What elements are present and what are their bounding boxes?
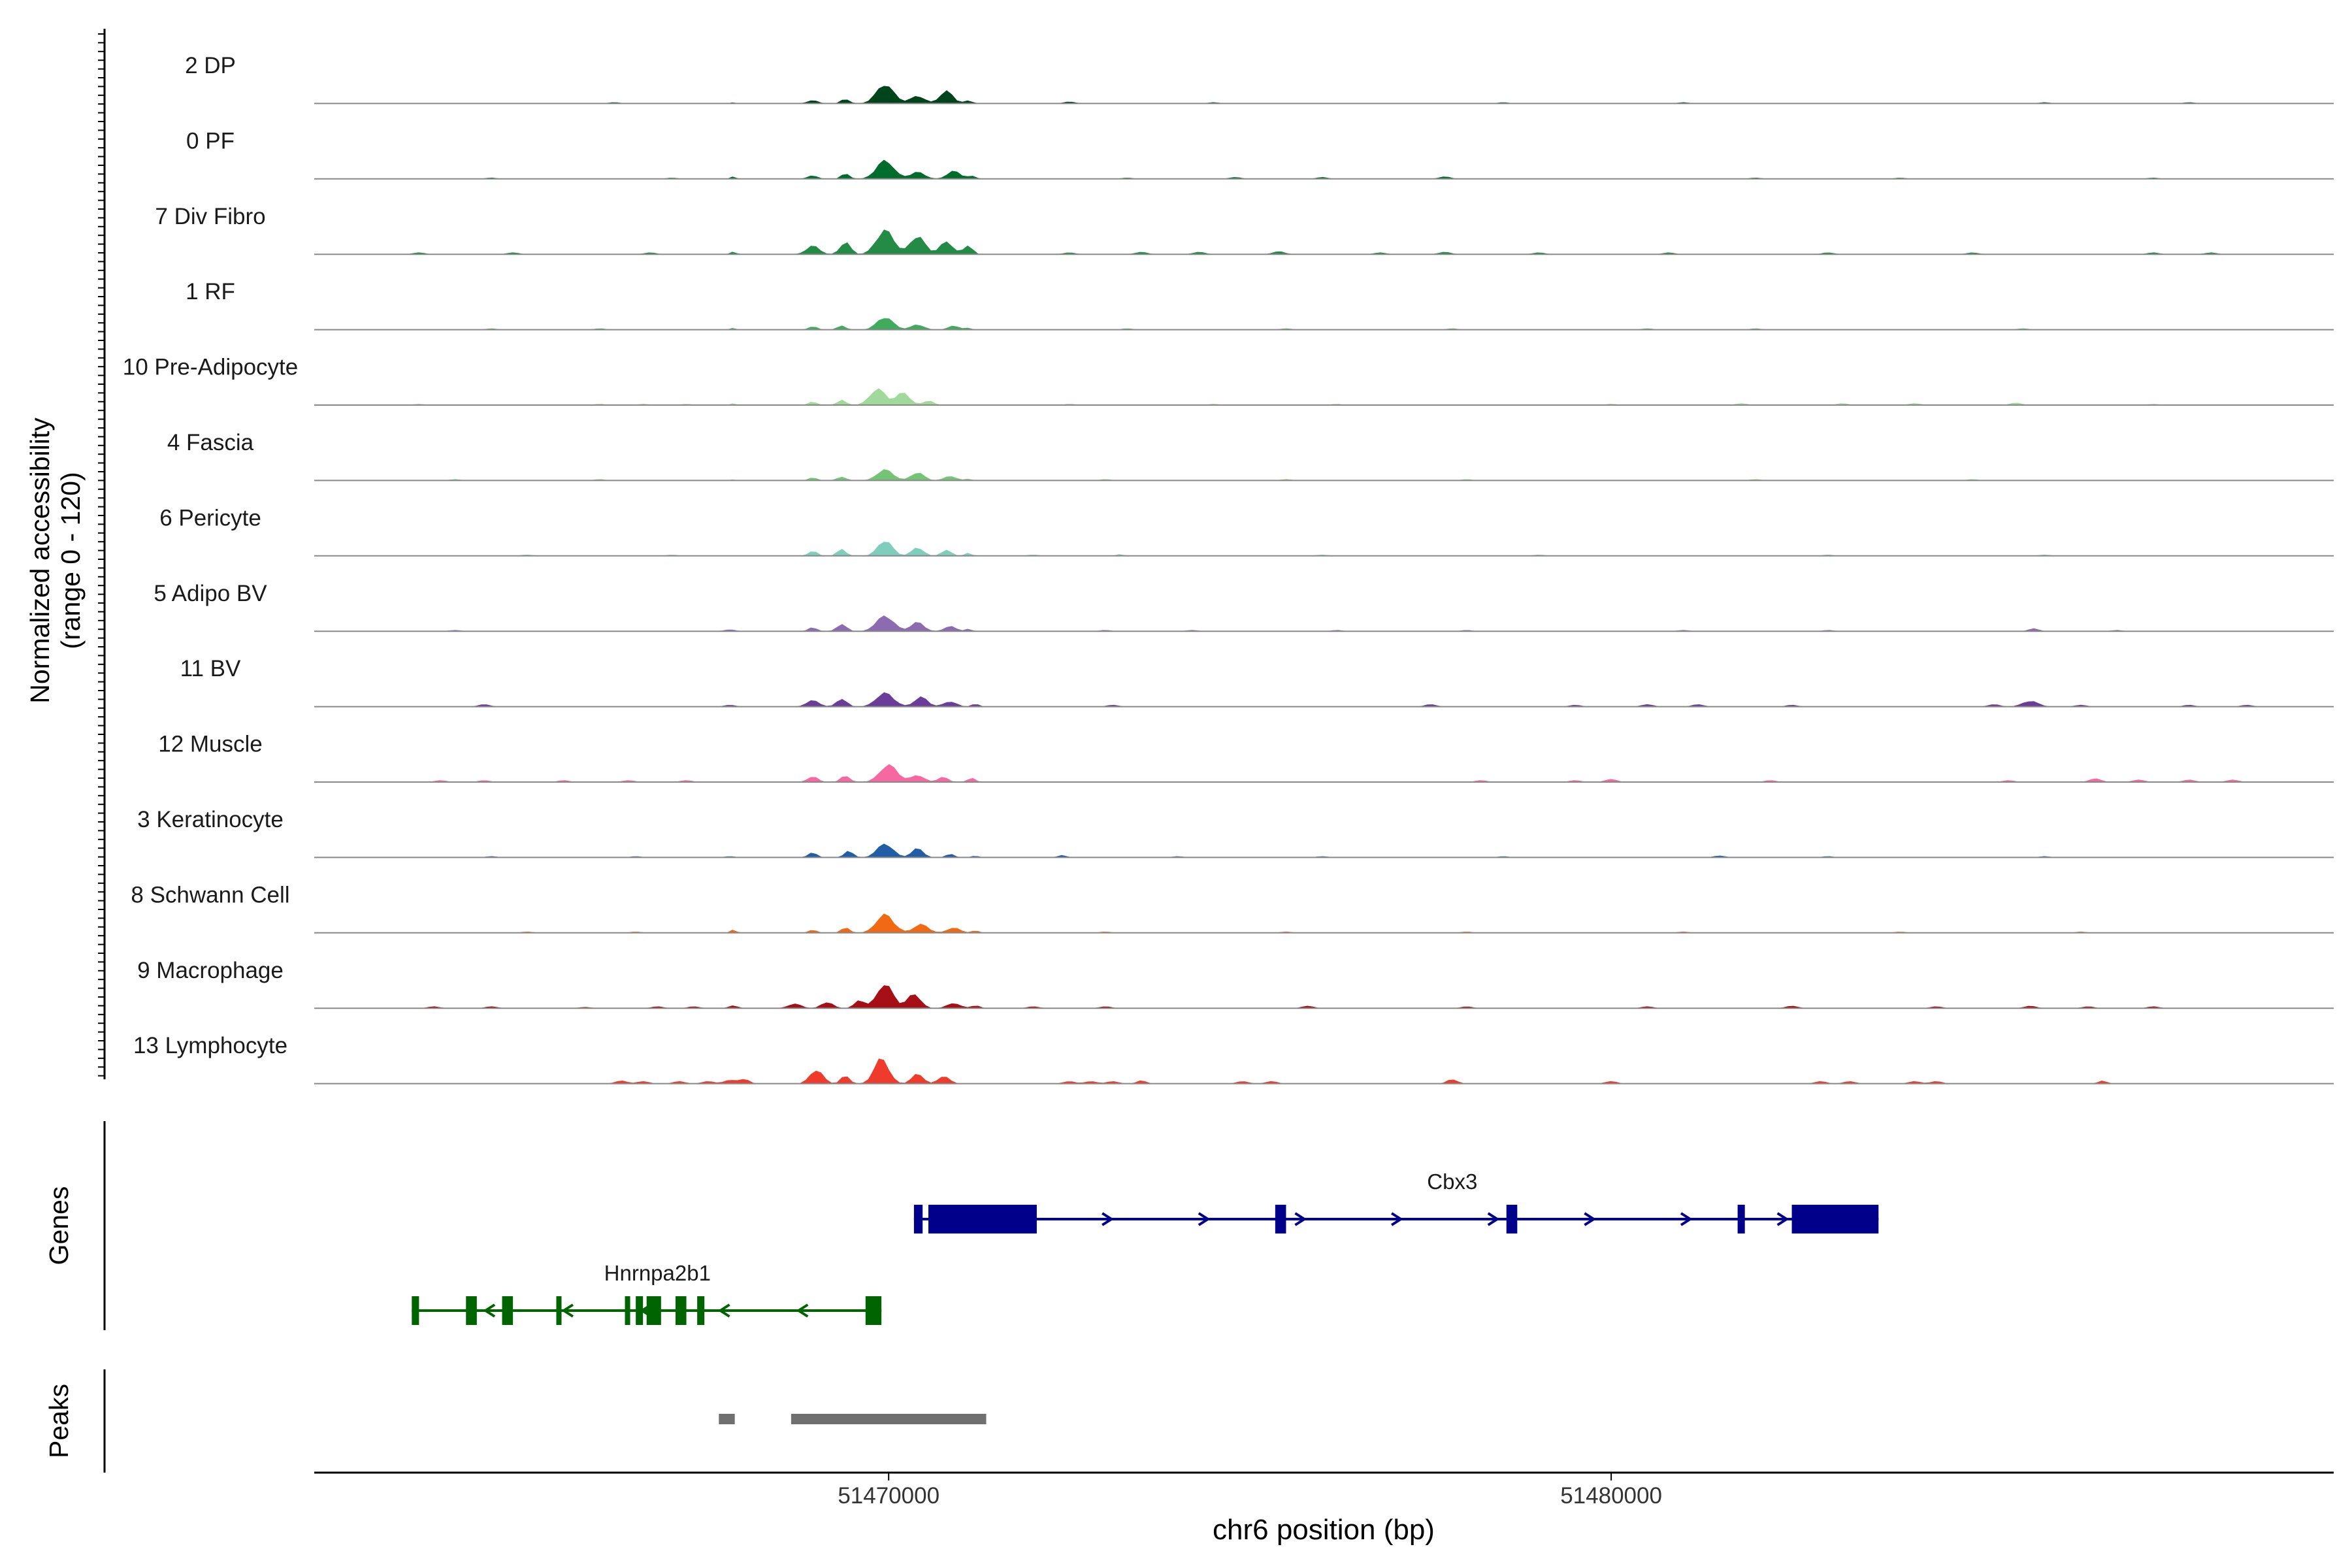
track-label: 3 Keratinocyte [137, 807, 284, 832]
strand-arrow [1584, 1212, 1597, 1226]
exon [1791, 1205, 1879, 1233]
exon [1506, 1205, 1518, 1233]
exon [636, 1296, 644, 1325]
coverage-area [314, 542, 2334, 556]
exon [675, 1296, 687, 1325]
track-label: 9 Macrophage [137, 958, 284, 983]
strand-arrow [1391, 1212, 1403, 1226]
track-label: 5 Adipo BV [154, 581, 267, 606]
coverage-area [314, 318, 2334, 330]
peaks-panel-label: Peaks [44, 1384, 74, 1458]
coverage-area [314, 692, 2334, 707]
exon [412, 1296, 419, 1325]
track-label: 1 RF [186, 279, 235, 304]
x-axis-title: chr6 position (bp) [1213, 1514, 1435, 1546]
track-label: 11 BV [180, 656, 241, 681]
exon [625, 1296, 630, 1325]
exon [913, 1205, 923, 1233]
x-axis-ticks: 51470000 51480000 [838, 1473, 1662, 1509]
gene-label: Cbx3 [1427, 1169, 1477, 1194]
y-axis-title: Normalized accessibility [25, 417, 55, 704]
track-label: 2 DP [185, 53, 236, 78]
strand-arrow [796, 1303, 809, 1318]
track-label: 4 Fascia [167, 430, 254, 455]
strand-arrow [1680, 1212, 1693, 1226]
strand-arrow [1776, 1212, 1789, 1226]
exon [928, 1205, 1037, 1233]
strand-arrow [1487, 1212, 1500, 1226]
strand-arrow [1102, 1212, 1114, 1226]
peak-regions [719, 1414, 987, 1424]
peak-region [791, 1414, 987, 1424]
coverage-area [314, 985, 2334, 1009]
coverage-area [314, 86, 2334, 104]
strand-arrow [1198, 1212, 1211, 1226]
strand-arrow [483, 1303, 496, 1318]
y-axis-title-range: (range 0 - 120) [56, 472, 86, 649]
gene-models: Cbx3 Hnrnpa2b1 [412, 1169, 1879, 1325]
exon [466, 1296, 477, 1325]
coverage-area [314, 913, 2334, 933]
track-label: 10 Pre-Adipocyte [123, 355, 298, 380]
track-label: 7 Div Fibro [155, 204, 265, 229]
x-tick-label: 51480000 [1560, 1483, 1662, 1509]
coverage-area [314, 1058, 2334, 1084]
coverage-area [314, 764, 2334, 782]
coverage-area [314, 388, 2334, 405]
track-label: 6 Pericyte [159, 505, 261, 531]
exon [865, 1296, 882, 1325]
x-tick-label: 51470000 [838, 1483, 939, 1509]
exon [556, 1296, 562, 1325]
coverage-area [314, 159, 2334, 179]
exon [1737, 1205, 1745, 1233]
strand-arrow [1294, 1212, 1307, 1226]
track-label: 8 Schwann Cell [131, 882, 289, 907]
peak-region [719, 1414, 735, 1424]
gene-label: Hnrnpa2b1 [604, 1261, 711, 1285]
strand-arrow [561, 1303, 574, 1318]
strand-arrow [717, 1303, 730, 1318]
coverage-tracks: 2 DP 0 PF 7 Div Fibro 1 RF 10 Pre-Adipocyte 4… [123, 53, 2334, 1085]
track-label: 13 Lymphocyte [133, 1033, 287, 1058]
genes-panel-label: Genes [44, 1186, 74, 1266]
exon [1275, 1205, 1286, 1233]
coverage-area [314, 469, 2334, 481]
coverage-area [314, 229, 2334, 255]
exon [502, 1296, 514, 1325]
y-axis-minor-ticks [98, 33, 105, 1077]
exon [646, 1296, 661, 1325]
track-label: 12 Muscle [158, 732, 263, 757]
track-label: 0 PF [186, 128, 235, 154]
coverage-area [314, 615, 2334, 632]
coverage-area [314, 843, 2334, 858]
exon [697, 1296, 705, 1325]
